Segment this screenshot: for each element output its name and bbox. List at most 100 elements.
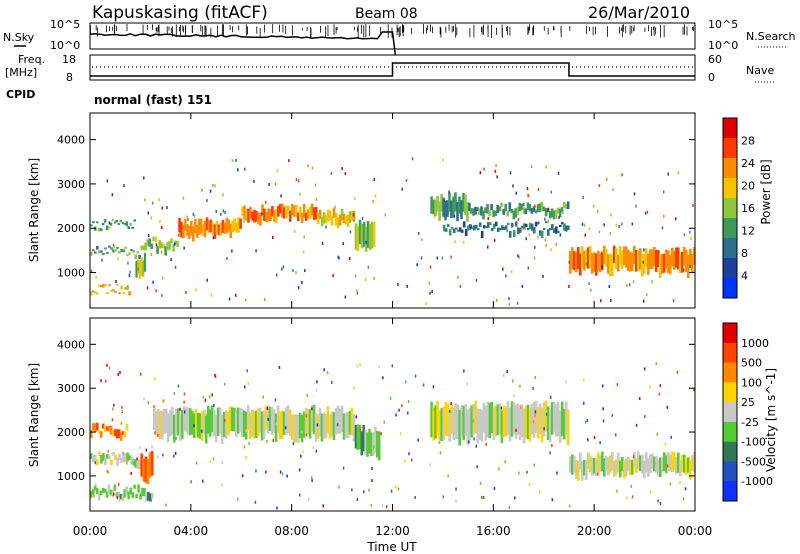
- data-cell: [358, 425, 362, 450]
- data-speckle: [512, 379, 514, 383]
- data-speckle: [266, 439, 268, 443]
- data-speckle: [532, 420, 535, 424]
- data-cell: [468, 224, 472, 230]
- data-speckle: [663, 214, 665, 218]
- data-speckle: [625, 496, 628, 500]
- data-speckle: [517, 218, 520, 222]
- data-speckle: [261, 212, 263, 216]
- data-cell: [328, 210, 332, 221]
- colorbar-tick-label: -1000: [741, 475, 773, 488]
- data-cell: [118, 251, 121, 254]
- data-cell: [609, 455, 612, 473]
- data-speckle: [215, 210, 217, 213]
- data-cell: [482, 225, 486, 229]
- data-speckle: [656, 432, 658, 436]
- data-speckle: [315, 198, 318, 202]
- data-cell: [346, 214, 350, 227]
- data-cell: [216, 407, 220, 436]
- data-speckle: [479, 481, 482, 485]
- data-cell: [291, 204, 294, 216]
- data-speckle: [453, 214, 456, 218]
- data-cell: [131, 226, 134, 229]
- data-speckle: [311, 478, 313, 482]
- data-speckle: [153, 405, 155, 409]
- data-speckle: [463, 369, 465, 373]
- data-cell: [236, 407, 240, 434]
- power-colorbar: 28 24 20 16 12 8 4: [722, 117, 755, 299]
- data-cell: [558, 410, 562, 443]
- data-cell: [254, 410, 258, 439]
- time-tick-label: 04:00: [174, 524, 209, 538]
- data-speckle: [565, 380, 567, 384]
- data-cell: [488, 222, 492, 225]
- y-tick-label: 1000: [57, 470, 85, 483]
- data-cell: [286, 405, 290, 434]
- data-speckle: [602, 250, 604, 254]
- data-cell: [659, 457, 662, 477]
- data-cell: [103, 425, 107, 433]
- data-speckle: [395, 413, 397, 417]
- data-cell: [340, 405, 344, 432]
- data-cell: [536, 204, 540, 212]
- data-speckle: [556, 471, 558, 475]
- data-speckle: [206, 278, 208, 282]
- data-cell: [436, 196, 439, 212]
- data-speckle: [431, 290, 433, 293]
- data-speckle: [311, 476, 313, 480]
- data-speckle: [646, 210, 649, 214]
- data-cell: [182, 224, 185, 238]
- data-cell: [583, 250, 586, 271]
- data-speckle: [338, 256, 340, 260]
- data-cell: [336, 405, 340, 434]
- data-speckle: [545, 244, 547, 248]
- data-cell: [520, 203, 524, 211]
- data-speckle: [515, 428, 517, 432]
- data-cell: [621, 250, 624, 269]
- velocity-panel: 4000 3000 2000 1000 Slant Range [km] 1000 50…: [27, 317, 778, 512]
- data-speckle: [583, 401, 585, 405]
- data-speckle: [472, 419, 475, 423]
- data-cell: [589, 455, 592, 473]
- data-speckle: [584, 420, 587, 424]
- data-speckle: [344, 295, 347, 299]
- data-speckle: [532, 387, 534, 390]
- data-cell: [454, 227, 458, 230]
- data-cell: [324, 215, 328, 224]
- data-cell: [508, 407, 512, 442]
- data-cell: [218, 407, 222, 434]
- data-cell: [683, 454, 686, 473]
- data-cell: [326, 406, 330, 434]
- data-speckle: [330, 171, 333, 175]
- data-speckle: [618, 225, 620, 228]
- data-cell: [111, 430, 115, 436]
- data-cell: [516, 403, 520, 435]
- data-cell: [251, 211, 254, 221]
- data-speckle: [106, 469, 108, 473]
- data-cell: [336, 217, 340, 228]
- data-speckle: [210, 293, 213, 297]
- data-speckle: [502, 267, 504, 271]
- data-cell: [178, 217, 181, 233]
- data-cell: [92, 221, 95, 224]
- data-cell: [545, 221, 548, 224]
- data-cell: [318, 209, 322, 220]
- data-speckle: [245, 298, 247, 302]
- data-cell: [486, 222, 490, 228]
- data-speckle: [662, 190, 665, 194]
- data-speckle: [363, 490, 365, 494]
- data-speckle: [635, 423, 638, 427]
- velocity-colorbar: 1000 500 100 25 -25 -100 -500 -1000: [722, 322, 773, 502]
- data-speckle: [692, 204, 694, 207]
- data-cell: [470, 226, 474, 229]
- data-cell: [605, 455, 608, 471]
- data-cell: [579, 452, 582, 470]
- data-cell: [549, 228, 552, 231]
- data-speckle: [315, 388, 318, 392]
- freq-right-tick-top: 60: [708, 53, 722, 66]
- data-speckle: [657, 499, 659, 503]
- data-speckle: [381, 504, 384, 508]
- data-speckle: [632, 280, 635, 284]
- data-cell: [613, 245, 616, 264]
- colorbar-swatch: [723, 382, 737, 403]
- data-cell: [222, 412, 226, 437]
